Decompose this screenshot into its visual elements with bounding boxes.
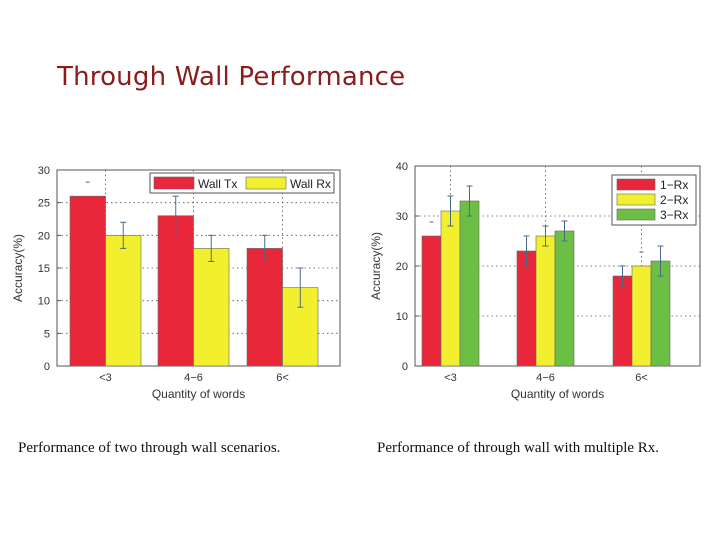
ytick-label: 15 (38, 263, 50, 275)
legend-label: 1−Rx (660, 178, 688, 192)
bar-2-rx (440, 210, 461, 367)
ytick-label: 5 (44, 328, 50, 340)
legend-label: 3−Rx (660, 208, 688, 222)
legend-label: 2−Rx (660, 193, 688, 207)
xtick-label: 6< (635, 372, 648, 384)
ytick-label: 25 (38, 198, 50, 210)
y-axis-label: Accuracy(%) (11, 234, 25, 302)
legend-swatch (616, 208, 656, 221)
bar-wall-rx (105, 235, 142, 367)
ytick-label: 30 (38, 165, 50, 177)
bar-wall-tx (157, 215, 194, 367)
xtick-label: <3 (99, 372, 112, 384)
bar-1-rx (516, 250, 537, 367)
legend-swatch (245, 176, 287, 190)
xtick-label: 6< (276, 372, 289, 384)
ytick-label: 0 (44, 361, 50, 373)
bar-1-rx (612, 275, 633, 367)
ytick-label: 20 (38, 230, 50, 242)
legend-label: Wall Rx (290, 177, 331, 191)
x-axis-label: Quantity of words (152, 387, 245, 401)
caption-left: Performance of two through wall scenario… (18, 440, 281, 456)
ytick-label: 10 (38, 296, 50, 308)
bar-3-rx (650, 260, 671, 367)
legend-label: Wall Tx (198, 177, 237, 191)
bar-wall-rx (193, 248, 230, 367)
bar-2-rx (535, 235, 556, 367)
xtick-label: 4−6 (536, 372, 555, 384)
ytick-label: 20 (396, 261, 408, 273)
xtick-label: 4−6 (184, 372, 203, 384)
legend-swatch (616, 178, 656, 191)
ytick-label: 10 (396, 311, 408, 323)
bar-wall-tx (69, 195, 106, 367)
bar-3-rx (459, 200, 480, 367)
ytick-label: 0 (402, 361, 408, 373)
legend-left (149, 172, 335, 194)
caption-right: Performance of through wall with multipl… (377, 440, 660, 456)
legend-swatch (616, 193, 656, 206)
x-axis-label: Quantity of words (511, 387, 604, 401)
legend-swatch (153, 176, 195, 190)
y-axis-label: Accuracy(%) (369, 232, 383, 300)
bar-3-rx (554, 230, 575, 367)
bar-2-rx (631, 265, 652, 367)
slide-title: Through Wall Performance (57, 62, 406, 92)
xtick-label: <3 (444, 372, 457, 384)
ytick-label: 30 (396, 211, 408, 223)
bar-1-rx (421, 235, 442, 367)
ytick-label: 40 (396, 161, 408, 173)
